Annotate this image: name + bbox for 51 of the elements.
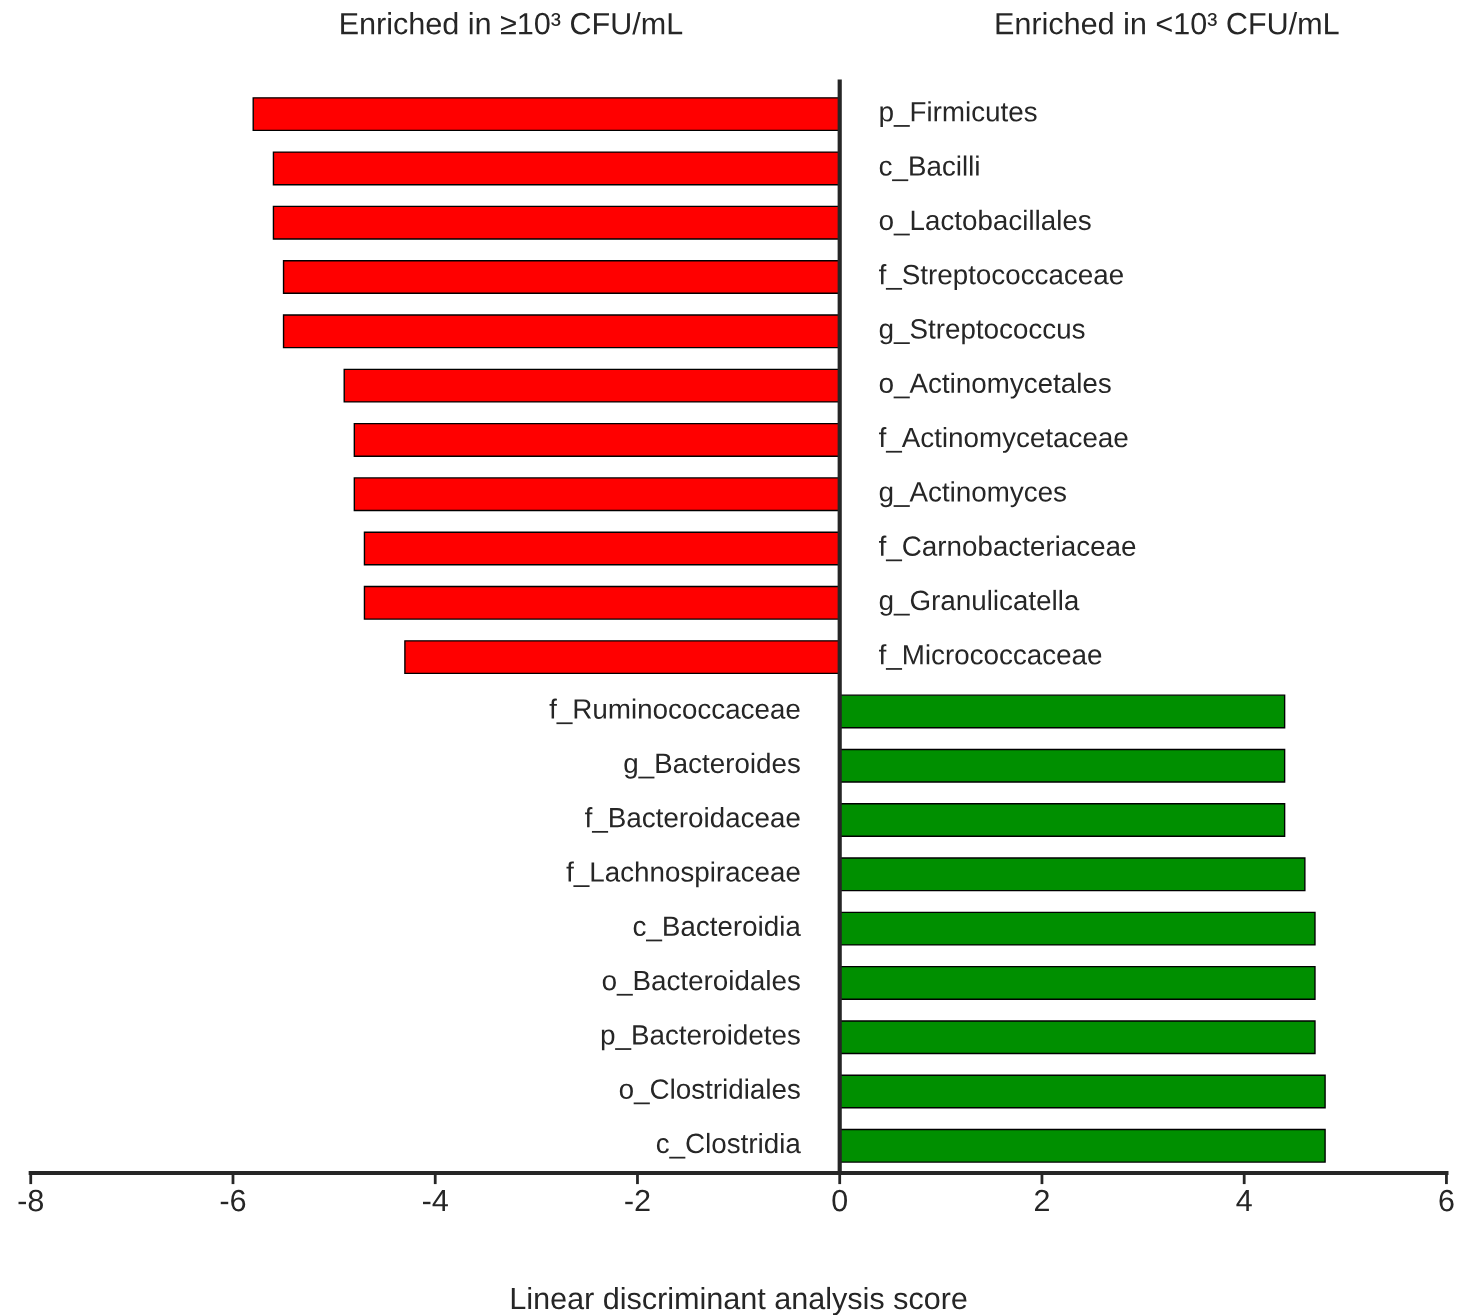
x-tick-label: -8 [18,1189,43,1212]
y-tick-label: o_Clostridiales [619,1078,800,1105]
bar [343,368,841,403]
y-tick-label: f_Lachnospiraceae [566,861,800,888]
y-tick-label: f_Micrococcaceae [878,644,1102,670]
bar [839,1128,1326,1163]
x-axis-title: Linear discriminant analysis score [511,1286,967,1315]
bar [839,911,1316,946]
bar [282,260,841,294]
bar [839,1020,1316,1055]
bar [839,857,1306,892]
bar [353,477,841,512]
x-tick-label: 4 [1236,1190,1252,1212]
bar [363,531,841,566]
y-tick-label: c_Bacilli [879,155,979,182]
y-tick-label: f_Actinomycetaceae [878,426,1128,453]
bar [839,965,1316,1000]
y-tick-label: c_Bacteroidia [633,915,801,942]
bar [839,694,1286,729]
x-tick-label: 6 [1439,1189,1454,1212]
x-tick-label: -6 [220,1189,246,1212]
bar [363,585,841,620]
x-tick-label: 0 [832,1189,848,1212]
x-tick-label: 2 [1034,1189,1049,1212]
bar [252,97,841,132]
bar [272,151,841,186]
y-tick-label: g_Granulicatella [879,589,1080,616]
y-tick-label: f_Bacteroidaceae [585,807,800,833]
y-tick-label: o_Lactobacillales [879,209,1091,236]
y-tick-label: o_Actinomycetales [879,372,1111,399]
y-tick-label: p_Bacteroidetes [601,1024,800,1051]
x-tick-label: -4 [423,1190,448,1212]
bar [272,205,841,240]
bar [839,748,1286,783]
y-tick-label: c_Clostridia [656,1132,801,1159]
y-tick-label: f_Ruminococcaceae [549,698,800,725]
y-tick-label: o_Bacteroidales [602,969,800,996]
bar [839,803,1286,838]
y-tick-label: f_Carnobacteriaceae [878,535,1136,562]
bar [839,1074,1326,1109]
y-tick-label: g_Bacteroides [624,752,800,779]
y-tick-label: g_Actinomyces [879,481,1066,508]
bar [404,640,841,675]
bar [282,314,841,349]
y-tick-label: g_Streptococcus [879,319,1085,345]
text: Enriched in <10³ CFU/mL [996,12,1339,35]
x-tick-label: -2 [625,1189,650,1212]
text: Enriched in ≥10³ CFU/mL [341,12,683,35]
bar [353,422,841,457]
y-tick-label: f_Streptococcaceae [878,264,1123,290]
y-tick-label: p_Firmicutes [880,101,1037,128]
